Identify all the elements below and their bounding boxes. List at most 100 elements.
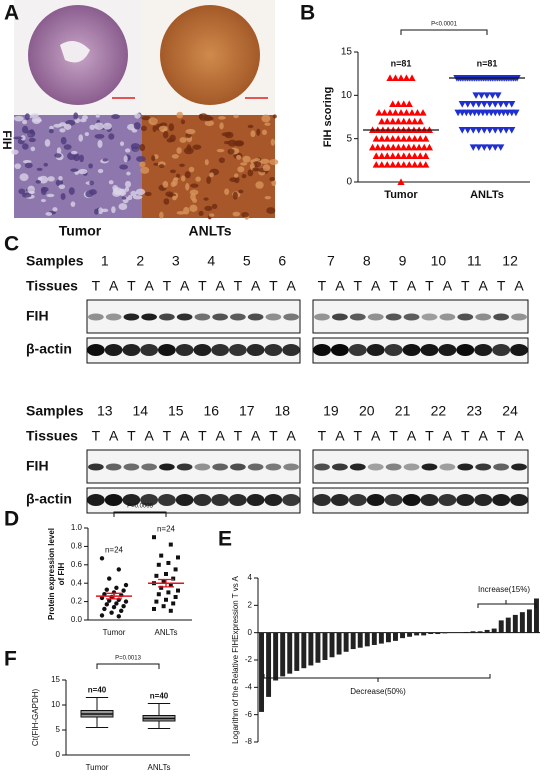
actin-band (420, 344, 439, 356)
sample-number: 6 (278, 253, 286, 269)
actin-band (264, 494, 283, 506)
row-label: β-actin (26, 491, 72, 507)
bracket (263, 674, 491, 682)
x-tick-label: Tumor (103, 628, 126, 637)
fih-band (367, 463, 384, 471)
cell (24, 162, 33, 169)
point (171, 601, 176, 606)
cell (227, 139, 237, 147)
cell (78, 134, 84, 142)
point (411, 161, 419, 168)
actin-band (211, 344, 229, 356)
point (372, 152, 380, 159)
actin-band (492, 494, 511, 506)
bar (519, 612, 525, 633)
cell (63, 123, 72, 130)
tissue-label: A (407, 428, 417, 444)
cell (176, 173, 181, 178)
point (400, 117, 408, 125)
point (104, 587, 110, 592)
cell (185, 128, 196, 135)
x-tick-label: ANLTs (148, 763, 171, 772)
n-label: n=40 (150, 692, 169, 701)
actin-band (211, 494, 229, 506)
cell (242, 155, 251, 163)
fih-band (511, 313, 527, 321)
point (386, 109, 394, 116)
tissue-label: T (127, 278, 136, 294)
point (410, 143, 418, 151)
annotation: Decrease(50%) (350, 687, 406, 696)
fih-band (194, 313, 211, 321)
cell (70, 150, 78, 155)
point (397, 109, 405, 116)
cell (141, 116, 151, 121)
point (397, 178, 405, 185)
cell (52, 207, 58, 212)
point (154, 599, 159, 604)
point (168, 583, 173, 588)
sample-number: 18 (274, 403, 290, 419)
fih-band (403, 463, 420, 471)
point (458, 127, 466, 134)
actin-band (229, 344, 247, 356)
fih-band (88, 463, 104, 471)
cell (136, 156, 146, 162)
point (512, 109, 520, 117)
cell (44, 139, 51, 147)
cell (247, 124, 254, 129)
row-label: Samples (26, 253, 84, 269)
point (469, 144, 477, 151)
cell (144, 191, 152, 197)
caption: ANLTs (188, 223, 231, 239)
y-tick-label: 10 (341, 90, 353, 101)
y-tick-label: 5 (56, 725, 61, 734)
cell (45, 211, 53, 216)
row-label: FIH (26, 308, 49, 324)
actin-band (438, 344, 457, 356)
cell (89, 124, 95, 130)
fih-band (403, 313, 420, 321)
point (168, 542, 173, 547)
cell (184, 171, 191, 179)
point (378, 117, 386, 125)
sample-number: 2 (136, 253, 144, 269)
y-tick-label: 0 (346, 177, 352, 188)
row-label: Tissues (26, 278, 78, 294)
cell (36, 167, 43, 171)
cell (179, 137, 187, 143)
cell (133, 122, 141, 130)
cell (108, 180, 114, 185)
cell (37, 176, 43, 182)
cell (229, 177, 238, 183)
cell (272, 114, 277, 119)
sample-number: 5 (243, 253, 251, 269)
point (374, 143, 382, 151)
actin-band (492, 344, 511, 356)
point (394, 161, 402, 168)
bar (329, 632, 335, 658)
fih-band (265, 313, 282, 321)
panel-label: F (4, 648, 17, 671)
cell (262, 164, 271, 172)
cell (22, 119, 28, 125)
fih-band (88, 313, 104, 321)
point (107, 576, 112, 581)
tissue-label: T (234, 278, 243, 294)
cell (139, 143, 146, 152)
bar (294, 632, 300, 671)
cell (113, 187, 118, 194)
bar (336, 632, 342, 655)
fih-band (439, 313, 456, 321)
point (458, 101, 466, 108)
bar (526, 609, 532, 633)
y-tick-label: 15 (341, 47, 353, 58)
bar (470, 631, 476, 633)
point (464, 101, 472, 108)
cell (237, 166, 245, 173)
point (368, 143, 377, 151)
sample-number: 21 (395, 403, 411, 419)
cell (190, 183, 199, 188)
point (164, 597, 168, 602)
